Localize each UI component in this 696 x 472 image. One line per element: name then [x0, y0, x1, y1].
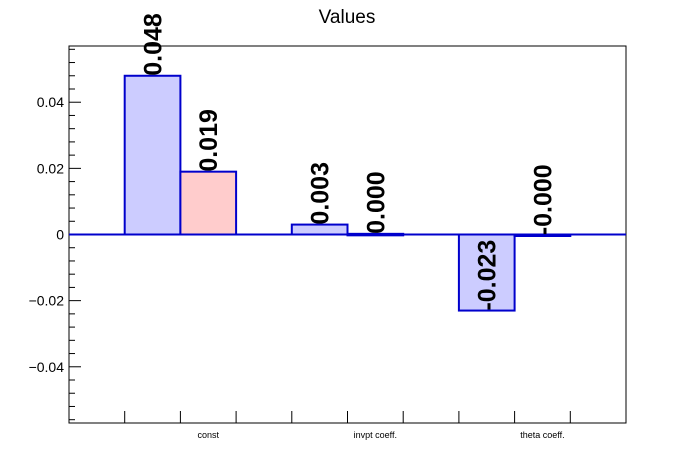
bar: [457, 233, 516, 312]
y-tick-label: 0.02: [37, 160, 64, 176]
chart-title: Values: [319, 7, 376, 28]
x-tick-label: invpt coeff.: [354, 430, 397, 440]
data-labels: 0.048 0.003 -0.023 0.019 0.000 -0.000: [140, 13, 558, 310]
data-label: -0.023: [474, 240, 502, 311]
y-tick-label: 0.04: [37, 94, 64, 110]
data-label: 0.000: [362, 171, 390, 234]
bar: [290, 223, 349, 236]
data-label: 0.048: [140, 13, 168, 76]
y-tick-label: −0.02: [29, 293, 65, 309]
data-label: -0.000: [529, 164, 557, 235]
x-tick-label: const: [197, 430, 219, 440]
y-tick-label: 0: [56, 227, 64, 243]
data-label: 0.019: [195, 109, 223, 172]
data-label: 0.003: [307, 162, 335, 225]
axes: −0.04 −0.02 0 0.02 0.04 const invpt coeff. thet…: [29, 48, 571, 440]
x-tick-label: theta coeff.: [520, 430, 564, 440]
bar: [123, 74, 182, 236]
bar: [179, 170, 238, 236]
y-tick-label: −0.04: [29, 359, 65, 375]
bars: [69, 74, 626, 312]
